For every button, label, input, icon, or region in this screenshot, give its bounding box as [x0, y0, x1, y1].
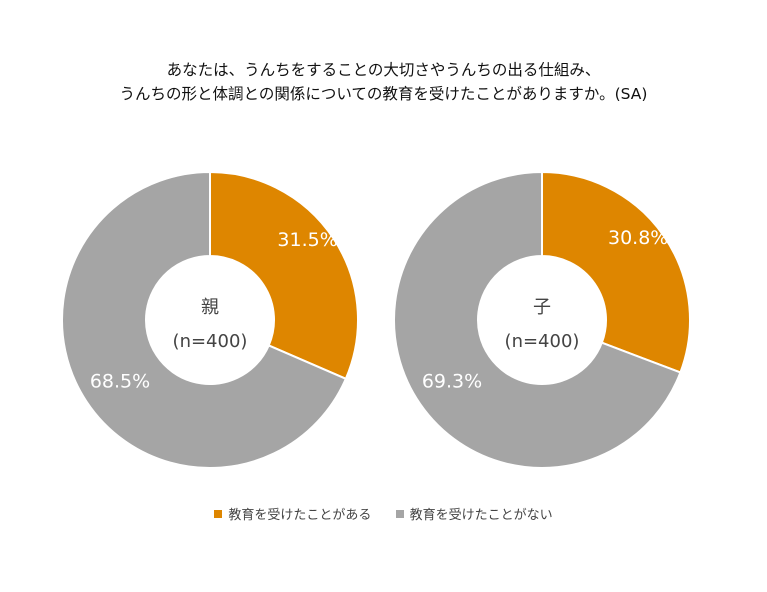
legend-swatch-has: [214, 509, 223, 518]
value-label-has: 30.8%: [608, 227, 668, 249]
legend-item-has: 教育を受けたことがある: [214, 504, 371, 523]
chart-title-line-1: あなたは、うんちをすることの大切さやうんちの出る仕組み、: [166, 61, 601, 79]
donut-slice-has: [209, 170, 359, 381]
legend-item-not: 教育を受けたことがない: [395, 504, 553, 523]
chart-title: あなたは、うんちをすることの大切さやうんちの出る仕組み、 うんちの形と体調との関…: [0, 58, 767, 106]
value-label-not: 69.3%: [422, 371, 482, 393]
donut-chart-2: 30.8% 69.3% 子 (n=400): [393, 170, 691, 469]
legend-swatch-not: [395, 509, 404, 518]
center-label: 子: [533, 297, 551, 318]
donut-chart-1: 31.5% 68.5% 親 (n=400): [61, 170, 359, 469]
value-label-has: 31.5%: [277, 229, 337, 251]
legend-label-has: 教育を受けたことがある: [228, 508, 372, 523]
legend-label-not: 教育を受けたことがない: [409, 508, 553, 523]
donut-slice-has: [541, 170, 691, 374]
center-label: 親: [201, 297, 219, 318]
legend: 教育を受けたことがある 教育を受けたことがない: [0, 504, 767, 523]
chart-title-line-2: うんちの形と体調との関係についての教育を受けたことがありますか。(SA): [119, 85, 648, 103]
donut-slice-not: [61, 170, 348, 469]
center-sublabel: (n=400): [173, 331, 248, 352]
center-sublabel: (n=400): [505, 331, 580, 352]
donut-slice-not: [393, 170, 682, 469]
value-label-not: 68.5%: [90, 371, 150, 393]
